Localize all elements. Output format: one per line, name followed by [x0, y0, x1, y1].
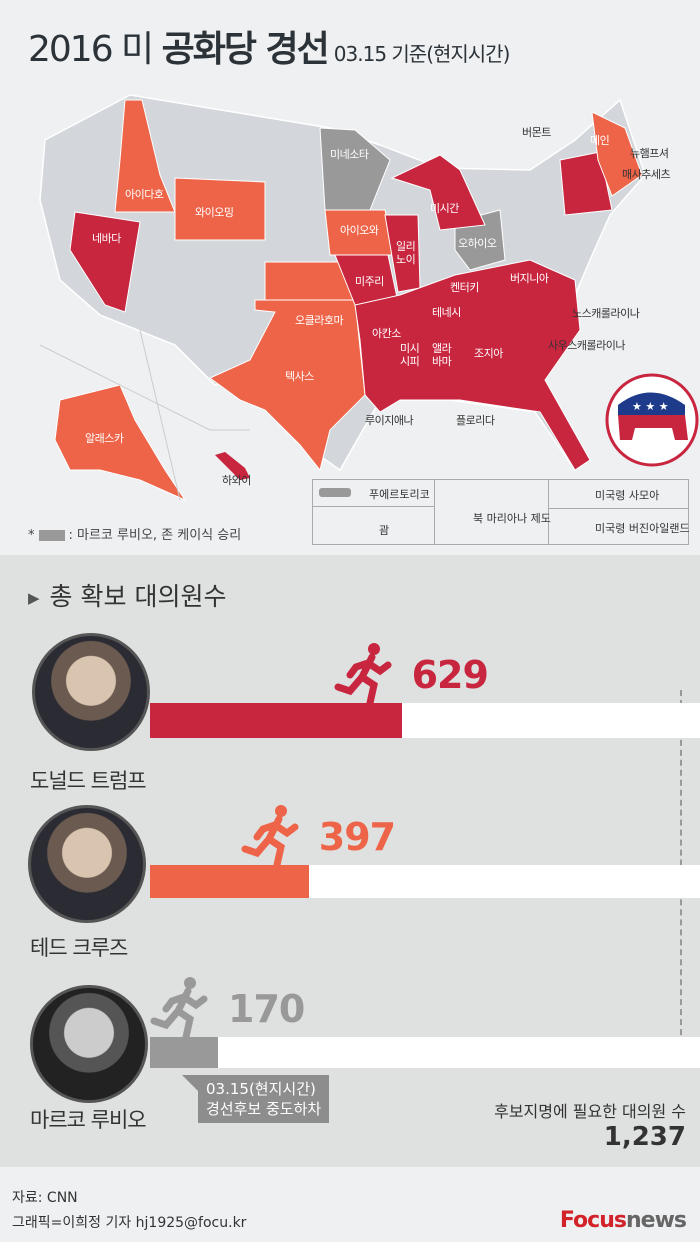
- svg-text:★ ★ ★: ★ ★ ★: [632, 400, 669, 413]
- territory-virgin-islands: 미국령 버진아일랜드: [595, 522, 690, 535]
- label-maine: 메인: [590, 134, 610, 147]
- label-florida: 플로리다: [456, 414, 495, 427]
- us-map: ★ ★ ★: [39, 94, 699, 502]
- page-title: 2016 미 공화당 경선 03.15 기준(현지시간): [28, 20, 511, 72]
- territories-legend: 푸에르토리코 괌 북 마리아나 제도 미국령 사모아 미국령 버진아일랜드: [312, 479, 690, 545]
- label-tennessee: 테네시: [432, 306, 461, 319]
- label-iowa: 아이오와: [340, 224, 379, 237]
- credit-text: 그래픽=이희정 기자 hj1925@focu.kr: [12, 1215, 247, 1231]
- state-hawaii: [215, 452, 250, 480]
- label-texas: 텍사스: [285, 370, 314, 383]
- label-ohio: 오하이오: [458, 237, 497, 250]
- label-alabama: 앨라 바마: [432, 342, 452, 368]
- puerto-rico-shape: [319, 488, 351, 497]
- section-title: ▶ 총 확보 대의원수: [28, 577, 226, 613]
- state-alaska: [54, 384, 187, 502]
- runner-icon: [148, 975, 218, 1054]
- bar-2: [150, 1037, 218, 1068]
- section-title-text: 총 확보 대의원수: [49, 582, 227, 611]
- label-arkansas: 아칸소: [372, 327, 401, 340]
- label-mississippi: 미시 시피: [400, 342, 420, 368]
- label-kentucky: 켄터키: [450, 281, 479, 294]
- label-oklahoma: 오클라호마: [295, 314, 344, 327]
- title-subtitle: 03.15 기준(현지시간): [333, 42, 511, 66]
- goal-value: 1,237: [603, 1122, 686, 1152]
- label-illinois: 일리 노이: [396, 240, 416, 266]
- rubio-photo: [30, 985, 148, 1103]
- logo-focus: Focus: [559, 1208, 627, 1233]
- state-maine: [591, 111, 643, 197]
- note-asterisk: *: [28, 528, 35, 543]
- candidate-name: 테드 크루즈: [30, 936, 128, 960]
- label-alaska: 알래스카: [85, 432, 124, 445]
- label-missouri: 미주리: [355, 275, 384, 288]
- label-wyoming: 와이오밍: [195, 206, 234, 219]
- label-virginia: 버지니아: [510, 272, 549, 285]
- territory-northern-mariana: 북 마리아나 제도: [473, 512, 551, 525]
- value-label: 170: [228, 987, 305, 1031]
- label-georgia: 조지아: [474, 347, 503, 360]
- value-label: 397: [318, 815, 396, 859]
- dropout-callout: 03.15(현지시간) 경선후보 중도하차: [181, 1075, 330, 1123]
- state-wyoming: [174, 177, 266, 241]
- label-north-carolina: 노스캐롤라이나: [572, 307, 640, 320]
- candidate-name: 도널드 트럼프: [30, 769, 147, 793]
- label-massachusetts: 매사추세츠: [622, 168, 671, 181]
- source-text: 자료: CNN: [12, 1190, 78, 1206]
- runner-icon: [332, 641, 402, 720]
- title-main: 공화당 경선: [161, 29, 330, 70]
- focusnews-logo: Focusnews: [559, 1208, 687, 1233]
- label-minnesota: 미네소타: [330, 148, 369, 161]
- label-michigan: 미시간: [430, 202, 459, 215]
- trump-photo: [32, 633, 150, 751]
- note-text: : 마르코 루비오, 존 케이식 승리: [68, 528, 242, 543]
- goal-label: 후보지명에 필요한 대의원 수: [494, 1102, 686, 1121]
- label-nevada: 네바다: [92, 232, 121, 245]
- callout-line1: 03.15(현지시간): [206, 1080, 316, 1098]
- territory-puerto-rico: 푸에르토리코: [369, 488, 430, 501]
- value-label: 629: [411, 653, 489, 697]
- bar-track: [150, 1037, 700, 1068]
- label-vermont: 버몬트: [522, 126, 551, 139]
- state-minnesota: [319, 127, 391, 211]
- cruz-photo: [28, 805, 146, 923]
- bar-1: [150, 865, 309, 898]
- runner-icon: [239, 803, 309, 882]
- callout-line2: 경선후보 중도하차: [206, 1100, 322, 1118]
- label-louisiana: 루이지애나: [365, 414, 414, 427]
- territory-guam: 괌: [379, 524, 390, 537]
- gray-swatch: [38, 530, 65, 541]
- candidate-name: 마르코 루비오: [30, 1108, 147, 1132]
- title-year: 2016 미: [28, 29, 154, 70]
- state-michigan: [390, 154, 486, 231]
- bar-0: [150, 703, 402, 738]
- label-hawaii: 하와이: [222, 474, 251, 487]
- map-note: * : 마르코 루비오, 존 케이식 승리: [28, 524, 241, 543]
- logo-news: news: [625, 1208, 687, 1233]
- label-idaho: 아이다호: [125, 188, 164, 201]
- state-nevada: [69, 211, 141, 313]
- label-south-carolina: 사우스캐롤라이나: [548, 339, 625, 352]
- triangle-icon: ▶: [28, 589, 40, 607]
- territory-american-samoa: 미국령 사모아: [595, 489, 660, 502]
- states-south: [354, 259, 591, 471]
- states-vt-nh-ma: [559, 151, 613, 216]
- label-new-hampshire: 뉴햄프셔: [630, 147, 669, 160]
